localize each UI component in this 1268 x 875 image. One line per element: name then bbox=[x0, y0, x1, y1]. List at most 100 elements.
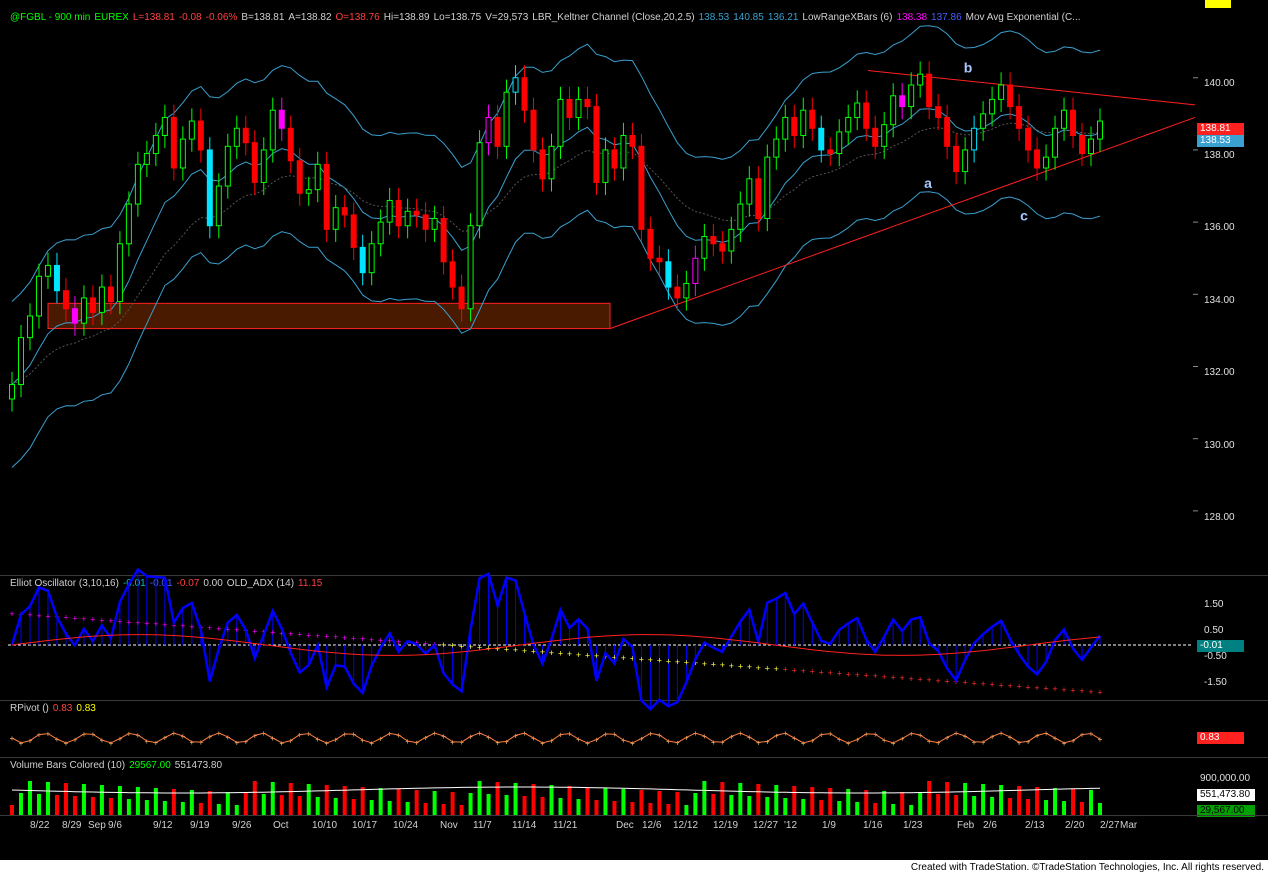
volume-bar bbox=[261, 794, 266, 815]
candle-body bbox=[611, 149, 618, 169]
osc-signal-mark: + bbox=[1025, 682, 1030, 692]
osc-signal-mark: + bbox=[90, 615, 95, 625]
volume-bar bbox=[1026, 799, 1031, 815]
pivot-mark: + bbox=[1026, 737, 1031, 746]
volume-bar bbox=[594, 800, 599, 815]
pivot-panel-header: RPivot () 0.83 0.83 bbox=[10, 703, 100, 714]
volume-bar bbox=[144, 800, 149, 815]
candle-body bbox=[755, 178, 762, 220]
keltner-indicator-label[interactable]: LBR_Keltner Channel (Close,20,2.5) bbox=[532, 12, 695, 23]
osc-signal-mark: + bbox=[324, 632, 329, 642]
candle-body bbox=[638, 145, 645, 230]
wave-label-a: a bbox=[924, 175, 932, 191]
pivot-mark: + bbox=[369, 739, 374, 748]
oscillator-label[interactable]: Elliot Oscillator (3,10,16) bbox=[10, 578, 119, 589]
volume-bar bbox=[657, 791, 662, 815]
candle-body bbox=[1007, 84, 1014, 108]
candle-body bbox=[935, 106, 942, 118]
osc-signal-mark: + bbox=[738, 661, 743, 671]
osc-signal-mark: + bbox=[927, 675, 932, 685]
volume-bar bbox=[1089, 790, 1094, 815]
candle-body bbox=[260, 149, 267, 183]
osc-signal-mark: + bbox=[810, 667, 815, 677]
candle-body bbox=[341, 207, 348, 216]
osc-signal-mark: + bbox=[567, 649, 572, 659]
volume-bar bbox=[54, 795, 59, 815]
candle-body bbox=[242, 127, 249, 144]
candle-body bbox=[647, 228, 654, 259]
volume-indicator-label[interactable]: Volume Bars Colored (10) bbox=[10, 760, 126, 771]
candle-body bbox=[458, 286, 465, 310]
copyright-text: Created with TradeStation. ©TradeStation… bbox=[910, 862, 1264, 873]
candle-body bbox=[791, 116, 798, 136]
pivot-mark: + bbox=[64, 739, 69, 748]
osc-signal-mark: + bbox=[27, 610, 32, 620]
symbol-label[interactable]: @FGBL - 900 min bbox=[10, 12, 91, 23]
candle-body bbox=[800, 109, 807, 136]
volume-bar bbox=[378, 788, 383, 815]
wave-label-c: c bbox=[1020, 207, 1028, 223]
pivot-mark: + bbox=[118, 735, 123, 744]
panel-divider[interactable] bbox=[0, 575, 1268, 576]
volume-bar bbox=[351, 799, 356, 815]
pivot-label[interactable]: RPivot () bbox=[10, 703, 49, 714]
osc-line bbox=[10, 567, 1102, 711]
support-zone-box bbox=[47, 302, 611, 330]
pivot-mark: + bbox=[711, 738, 716, 747]
candle-body bbox=[845, 116, 852, 133]
keltner-lower-line bbox=[11, 191, 1101, 468]
date-tick-label: Sep bbox=[88, 820, 106, 831]
osc-signal-mark: + bbox=[441, 640, 446, 650]
date-tick-label: 8/29 bbox=[62, 820, 82, 831]
volume-bar bbox=[684, 805, 689, 815]
pivot-mark: + bbox=[189, 738, 194, 747]
candle-body bbox=[350, 214, 357, 248]
adx-line bbox=[11, 634, 1101, 656]
osc-signal-mark: + bbox=[971, 678, 976, 688]
candle-body bbox=[971, 127, 978, 151]
osc-value-2: -0.01 bbox=[149, 578, 173, 589]
osc-signal-mark: + bbox=[612, 652, 617, 662]
volume-bar bbox=[1044, 800, 1049, 815]
osc-tick: -0.50 bbox=[1204, 651, 1227, 662]
candle-body bbox=[152, 134, 159, 155]
pivot-mark: + bbox=[972, 738, 977, 747]
candle-body bbox=[1079, 134, 1086, 155]
date-tick-label: 9/26 bbox=[232, 820, 252, 831]
candle-body bbox=[17, 337, 24, 386]
pivot-mark: + bbox=[639, 735, 644, 744]
pivot-mark: + bbox=[540, 739, 545, 748]
volume-bar bbox=[252, 781, 257, 815]
date-tick-label: 9/6 bbox=[108, 820, 122, 831]
osc-signal-mark: + bbox=[9, 609, 14, 619]
ma-indicator-label[interactable]: Mov Avg Exponential (C... bbox=[965, 12, 1081, 23]
volume-bar bbox=[108, 798, 113, 815]
candle-body bbox=[62, 290, 69, 310]
pivot-mark: + bbox=[756, 738, 761, 747]
candle-body bbox=[584, 98, 591, 108]
osc-signal-mark: + bbox=[297, 630, 302, 640]
candle-body bbox=[656, 257, 663, 263]
volume-bar bbox=[45, 782, 50, 815]
osc-signal-mark: + bbox=[189, 622, 194, 632]
volume-bar bbox=[72, 796, 77, 815]
pivot-mark: + bbox=[774, 731, 779, 740]
volume-bar bbox=[891, 804, 896, 815]
pivot-mark: + bbox=[936, 739, 941, 748]
lrx-indicator-label[interactable]: LowRangeXBars (6) bbox=[802, 12, 893, 23]
osc-signal-mark: + bbox=[252, 626, 257, 636]
adx-label[interactable]: OLD_ADX (14) bbox=[226, 578, 295, 589]
candle-body bbox=[917, 73, 924, 86]
panel-divider[interactable] bbox=[0, 700, 1268, 701]
panel-divider[interactable] bbox=[0, 757, 1268, 758]
candle-body bbox=[1097, 120, 1103, 140]
osc-signal-mark: + bbox=[63, 613, 68, 623]
osc-signal-mark: + bbox=[684, 658, 689, 668]
candle-body bbox=[143, 153, 150, 165]
pivot-mark: + bbox=[414, 739, 419, 748]
volume-bar bbox=[774, 785, 779, 815]
osc-signal-mark: + bbox=[945, 676, 950, 686]
volume-bar bbox=[801, 799, 806, 815]
keltner-middle-line bbox=[11, 108, 1101, 385]
